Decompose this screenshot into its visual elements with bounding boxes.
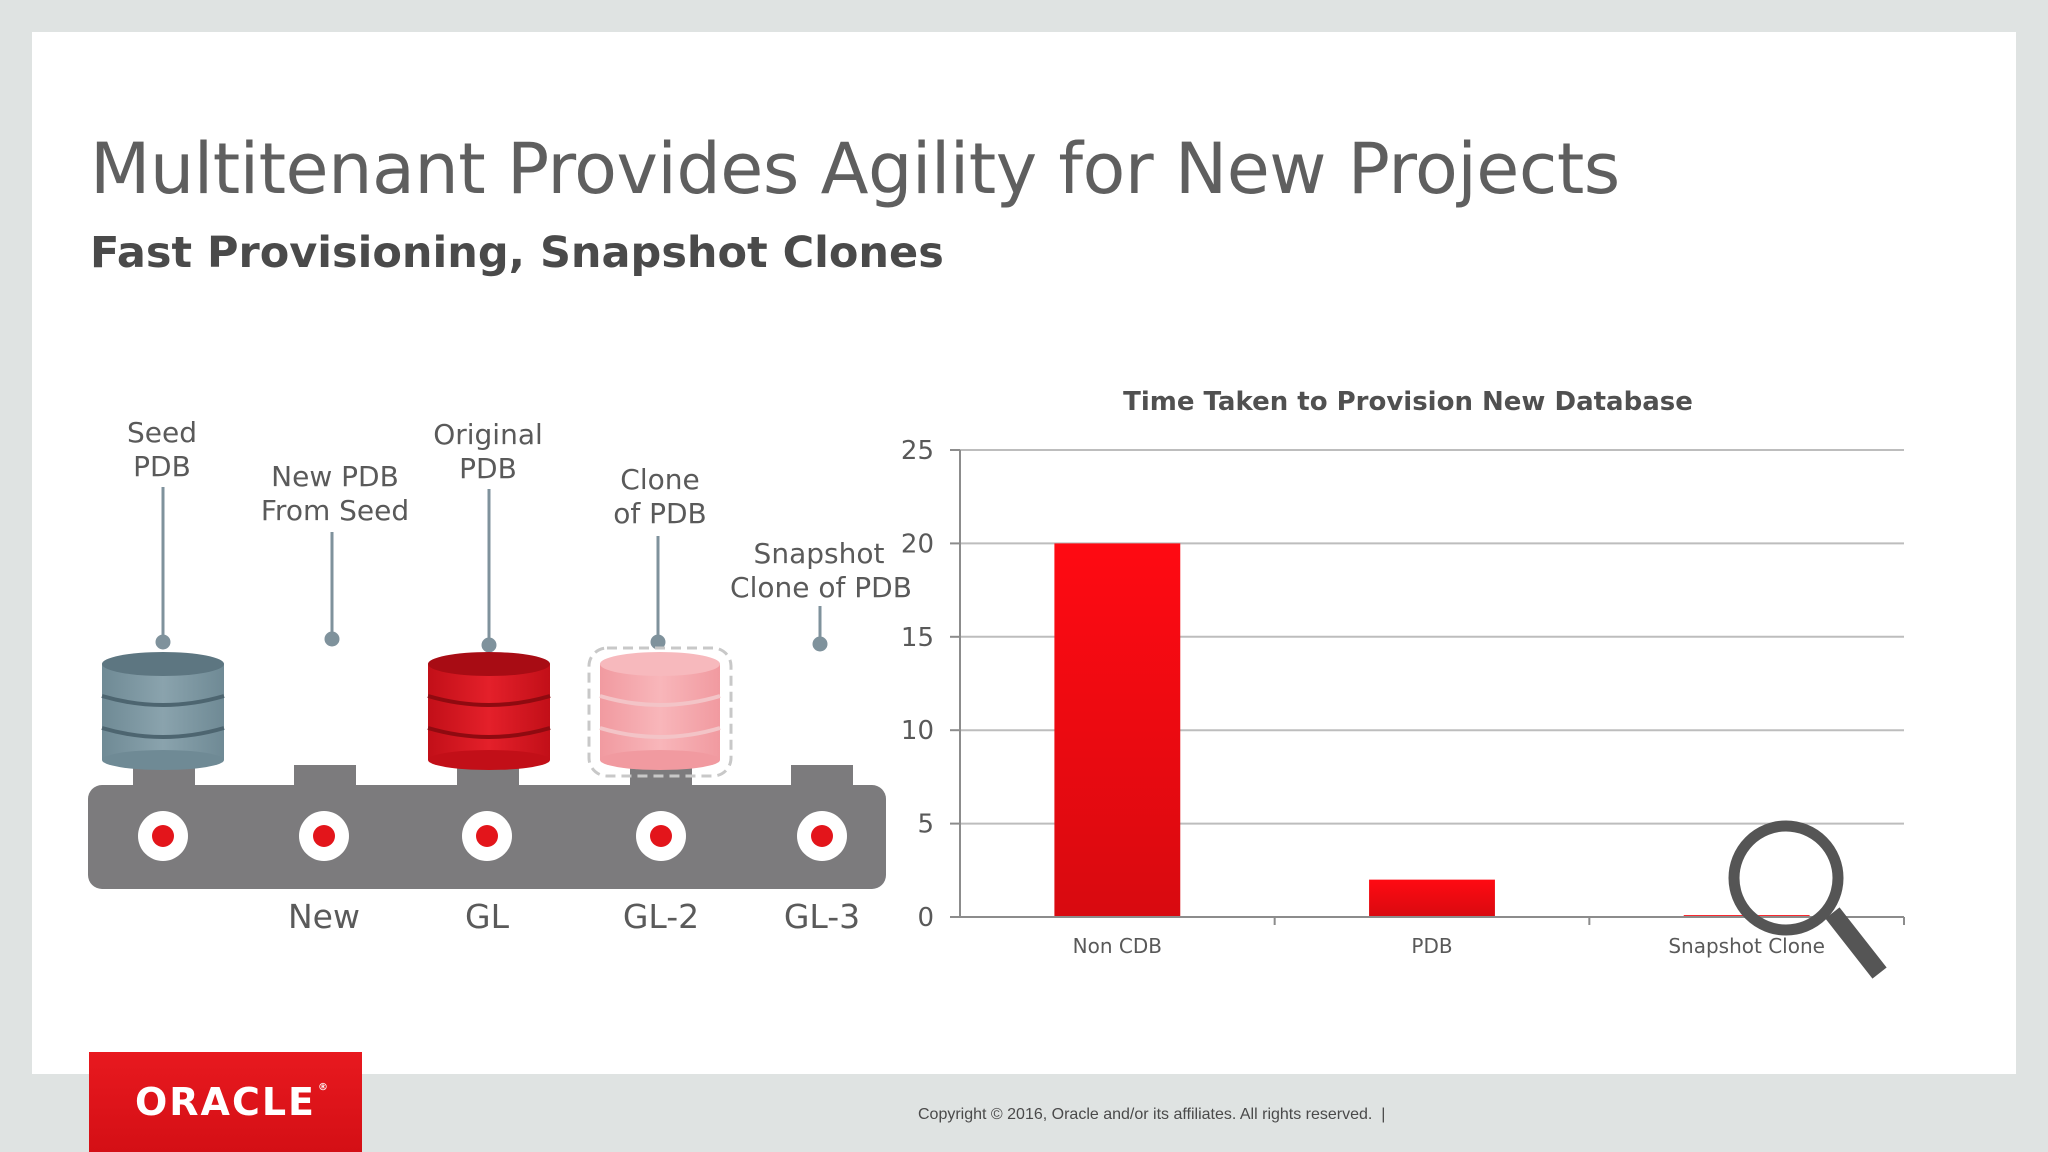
label-snapshot-1: Snapshot xyxy=(754,537,885,570)
label-new-pdb-1: New PDB xyxy=(271,460,399,493)
magnifying-glass-icon xyxy=(1728,820,1887,979)
oracle-logo-text: ORACLE ® xyxy=(134,1080,329,1124)
x-tick-label-non-cdb: Non CDB xyxy=(1073,934,1162,958)
label-original-pdb-2: PDB xyxy=(459,452,517,485)
label-original-pdb-1: Original xyxy=(433,418,543,451)
footer-separator: | xyxy=(1381,1106,1386,1123)
slide-subtitle: Fast Provisioning, Snapshot Clones xyxy=(90,228,944,278)
label-clone-pdb-2: of PDB xyxy=(613,497,707,530)
x-tick-label-snapshot-clone: Snapshot Clone xyxy=(1668,934,1825,958)
y-tick-label-20: 20 xyxy=(901,529,934,559)
label-seed-pdb-1: Seed xyxy=(127,416,197,449)
x-tick-label-pdb: PDB xyxy=(1411,934,1452,958)
clone-pdb-database-icon xyxy=(587,646,733,778)
chart-title: Time Taken to Provision New Database xyxy=(1123,387,1693,417)
bar-pdb xyxy=(1369,879,1495,917)
y-tick-label-0: 0 xyxy=(917,903,934,933)
oracle-logo: ORACLE ® xyxy=(89,1052,362,1152)
copyright-text: Copyright © 2016, Oracle and/or its affi… xyxy=(918,1106,1373,1123)
seed-pdb-database-icon xyxy=(101,652,225,770)
slot-label-gl-3: GL-3 xyxy=(784,897,860,936)
registered-mark: ® xyxy=(318,1082,329,1093)
y-tick-label-10: 10 xyxy=(901,716,934,746)
slot-label-gl: GL xyxy=(465,897,510,936)
label-clone-pdb-1: Clone xyxy=(620,463,699,496)
y-tick-label-15: 15 xyxy=(901,623,934,653)
y-tick-label-5: 5 xyxy=(917,810,934,840)
rack-slot-dots xyxy=(138,811,847,861)
slot-label-gl-2: GL-2 xyxy=(623,897,699,936)
label-seed-pdb-2: PDB xyxy=(133,450,191,483)
chart-y-axis: 0 5 10 15 20 25 xyxy=(901,436,961,933)
chart-x-axis: Non CDB PDB Snapshot Clone xyxy=(960,916,1905,958)
copyright-footer: Copyright © 2016, Oracle and/or its affi… xyxy=(918,1106,1385,1124)
original-pdb-database-icon xyxy=(427,652,551,770)
slide-title: Multitenant Provides Agility for New Pro… xyxy=(90,128,1620,210)
slot-label-new: New xyxy=(288,897,360,936)
leader-lines xyxy=(155,487,828,653)
label-new-pdb-2: From Seed xyxy=(261,494,409,527)
slide-canvas xyxy=(32,32,2016,1074)
label-snapshot-2: Clone of PDB xyxy=(730,571,912,604)
y-tick-label-25: 25 xyxy=(901,436,934,466)
bar-non-cdb xyxy=(1054,543,1181,917)
